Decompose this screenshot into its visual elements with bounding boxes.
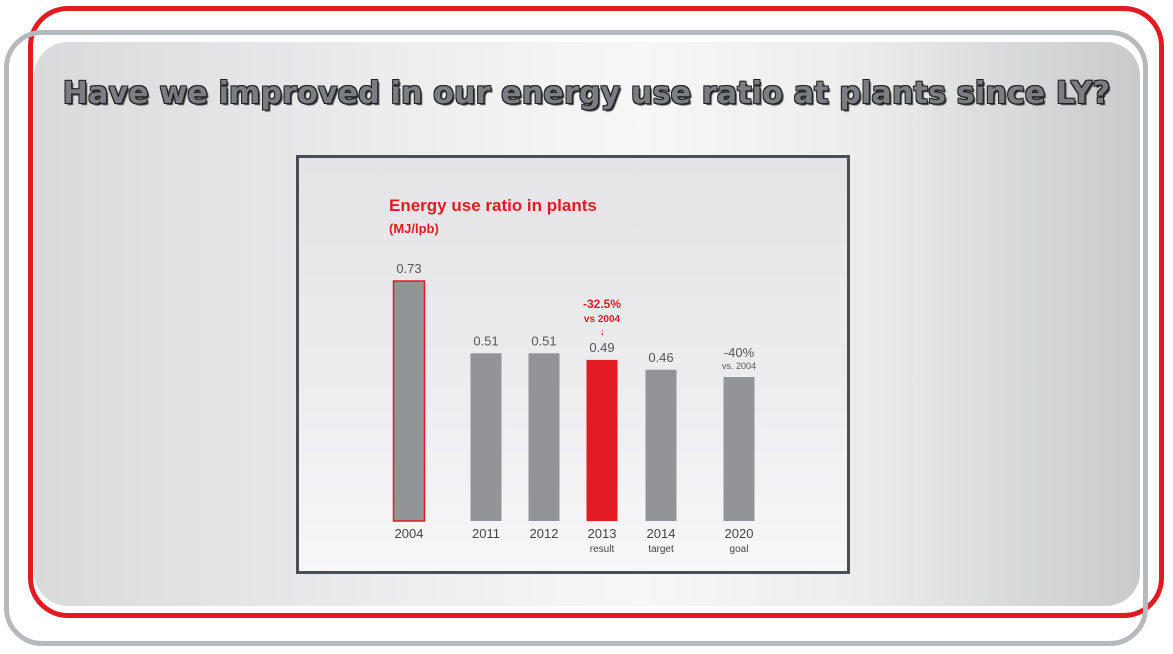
value-label-2012: 0.51 xyxy=(531,333,556,348)
value-label-2004: 0.73 xyxy=(396,261,421,276)
x-tick-2020: 2020 xyxy=(725,526,754,541)
goal-annotation-vs: vs. 2004 xyxy=(722,361,756,371)
chart-panel: Energy use ratio in plants (MJ/lpb) 0.73… xyxy=(296,155,850,574)
bar-2011 xyxy=(470,353,502,521)
slide-title: Have we improved in our energy use ratio… xyxy=(62,76,1111,111)
annotation-pct: -32.5% xyxy=(583,297,621,311)
annotation-vs: vs 2004 xyxy=(584,314,621,325)
x-tick-2014: 2014 xyxy=(647,526,676,541)
x-sublabel-2013: result xyxy=(590,544,615,555)
bar-2012 xyxy=(528,353,560,521)
bar-2004 xyxy=(392,280,426,522)
annotation-arrow-icon: ↓ xyxy=(600,327,605,338)
chart-subtitle: (MJ/lpb) xyxy=(389,221,439,236)
energy-use-bar-chart: Energy use ratio in plants (MJ/lpb) 0.73… xyxy=(389,196,756,555)
x-tick-2011: 2011 xyxy=(472,526,500,541)
x-tick-2012: 2012 xyxy=(530,526,559,541)
x-sublabel-2020: goal xyxy=(730,544,749,555)
value-label-2013: 0.49 xyxy=(589,340,614,355)
x-tick-2013: 2013 xyxy=(588,526,617,541)
x-sublabel-2014: target xyxy=(648,544,674,555)
goal-annotation-pct: -40% xyxy=(724,345,755,360)
value-label-2014: 0.46 xyxy=(648,350,673,365)
value-label-2011: 0.51 xyxy=(473,333,498,348)
bar-2020 xyxy=(723,377,755,521)
chart-title: Energy use ratio in plants xyxy=(389,196,597,215)
slide-frame-gray xyxy=(4,30,1148,646)
slide-frame-red xyxy=(28,6,1164,618)
bar-2014 xyxy=(645,369,677,521)
x-tick-2004: 2004 xyxy=(395,526,424,541)
bar-2013 xyxy=(586,359,618,521)
